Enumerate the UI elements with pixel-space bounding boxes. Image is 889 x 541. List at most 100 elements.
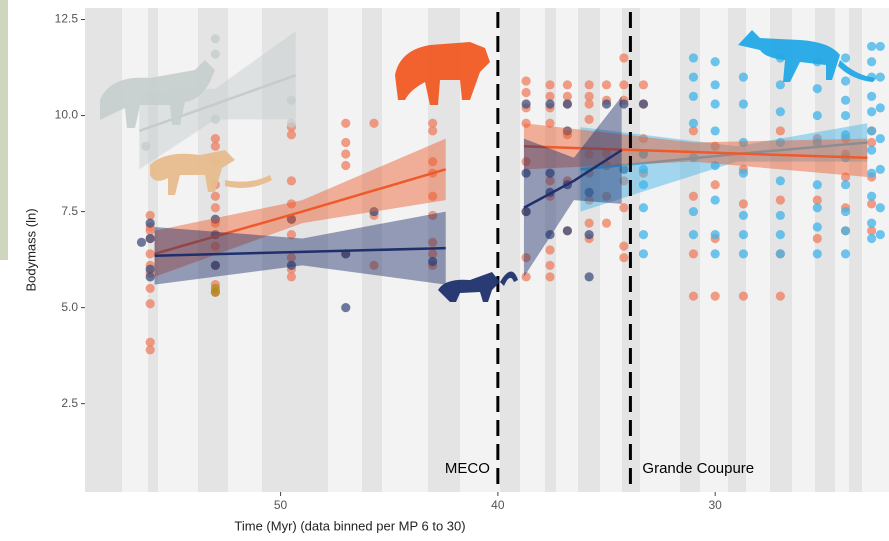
point [584, 230, 594, 240]
point [141, 141, 151, 151]
point [638, 99, 649, 109]
mp-band [815, 8, 835, 492]
point [369, 206, 379, 217]
point [619, 253, 629, 263]
point [775, 195, 785, 205]
silhouette-orange [395, 42, 490, 105]
point [840, 76, 851, 86]
fit-line [154, 246, 446, 258]
point [775, 176, 785, 186]
mp-band [85, 8, 122, 492]
point [840, 110, 851, 121]
point [875, 103, 885, 113]
y-tick-label: 10.0 [55, 108, 79, 122]
point [840, 53, 851, 63]
point [601, 80, 612, 90]
point [545, 230, 555, 240]
point [840, 249, 851, 259]
point [286, 230, 297, 240]
point [286, 199, 297, 209]
point [812, 137, 822, 148]
point [840, 180, 851, 190]
mp-band [500, 8, 520, 492]
point [545, 80, 555, 90]
confidence-band [154, 211, 446, 285]
point [428, 249, 438, 259]
point [286, 260, 297, 270]
point [584, 149, 594, 159]
point [710, 160, 720, 171]
mp-band [262, 8, 328, 492]
point [688, 291, 699, 301]
point [369, 118, 379, 128]
point [812, 84, 822, 94]
point [840, 130, 851, 140]
point [688, 53, 699, 63]
point [738, 199, 749, 209]
fit-line [154, 168, 447, 256]
point [840, 95, 851, 105]
silhouettes [100, 30, 875, 302]
point [545, 272, 555, 282]
point [584, 114, 594, 124]
point [710, 99, 720, 109]
point [210, 134, 220, 144]
point [619, 164, 629, 174]
point [562, 80, 573, 90]
point [210, 214, 220, 224]
point [867, 126, 877, 136]
point [688, 91, 699, 101]
edge-photo [0, 0, 8, 260]
point [867, 218, 877, 228]
point [562, 99, 573, 109]
y-tick-label: 12.5 [55, 12, 79, 26]
point [341, 303, 351, 313]
point [619, 176, 629, 186]
mp-band [849, 8, 862, 492]
event-label: MECO [445, 460, 490, 477]
point [775, 230, 785, 240]
point [775, 137, 785, 148]
point [428, 126, 438, 136]
point [875, 134, 885, 144]
point [145, 249, 155, 259]
point [775, 126, 785, 136]
point [145, 218, 155, 228]
point [428, 256, 438, 267]
point [545, 245, 555, 255]
mp-band [578, 8, 600, 492]
point [210, 34, 220, 44]
point [775, 249, 785, 259]
point [619, 80, 629, 90]
confidence-band [523, 96, 622, 277]
silhouette-tan [150, 150, 272, 195]
point [428, 118, 438, 128]
point [562, 91, 573, 101]
point [710, 126, 720, 136]
point [341, 160, 351, 171]
point [286, 253, 297, 263]
point [812, 195, 822, 205]
point [584, 218, 594, 228]
point [738, 291, 749, 301]
point [867, 199, 877, 209]
point [812, 180, 822, 190]
point [738, 168, 749, 178]
point [875, 230, 885, 240]
point [688, 206, 699, 217]
y-tick-label: 2.5 [61, 396, 78, 410]
event-label: Grande Coupure [642, 460, 754, 477]
point [521, 118, 531, 128]
point [638, 180, 649, 190]
point [619, 99, 629, 109]
y-axis-label: Bodymass (ln) [23, 208, 38, 291]
mp-band [622, 8, 640, 492]
x-tick-label: 40 [491, 498, 505, 512]
fit-line [523, 145, 868, 160]
point [775, 210, 785, 221]
point [710, 57, 720, 67]
point [341, 118, 351, 128]
point [775, 291, 785, 301]
point [638, 134, 649, 144]
